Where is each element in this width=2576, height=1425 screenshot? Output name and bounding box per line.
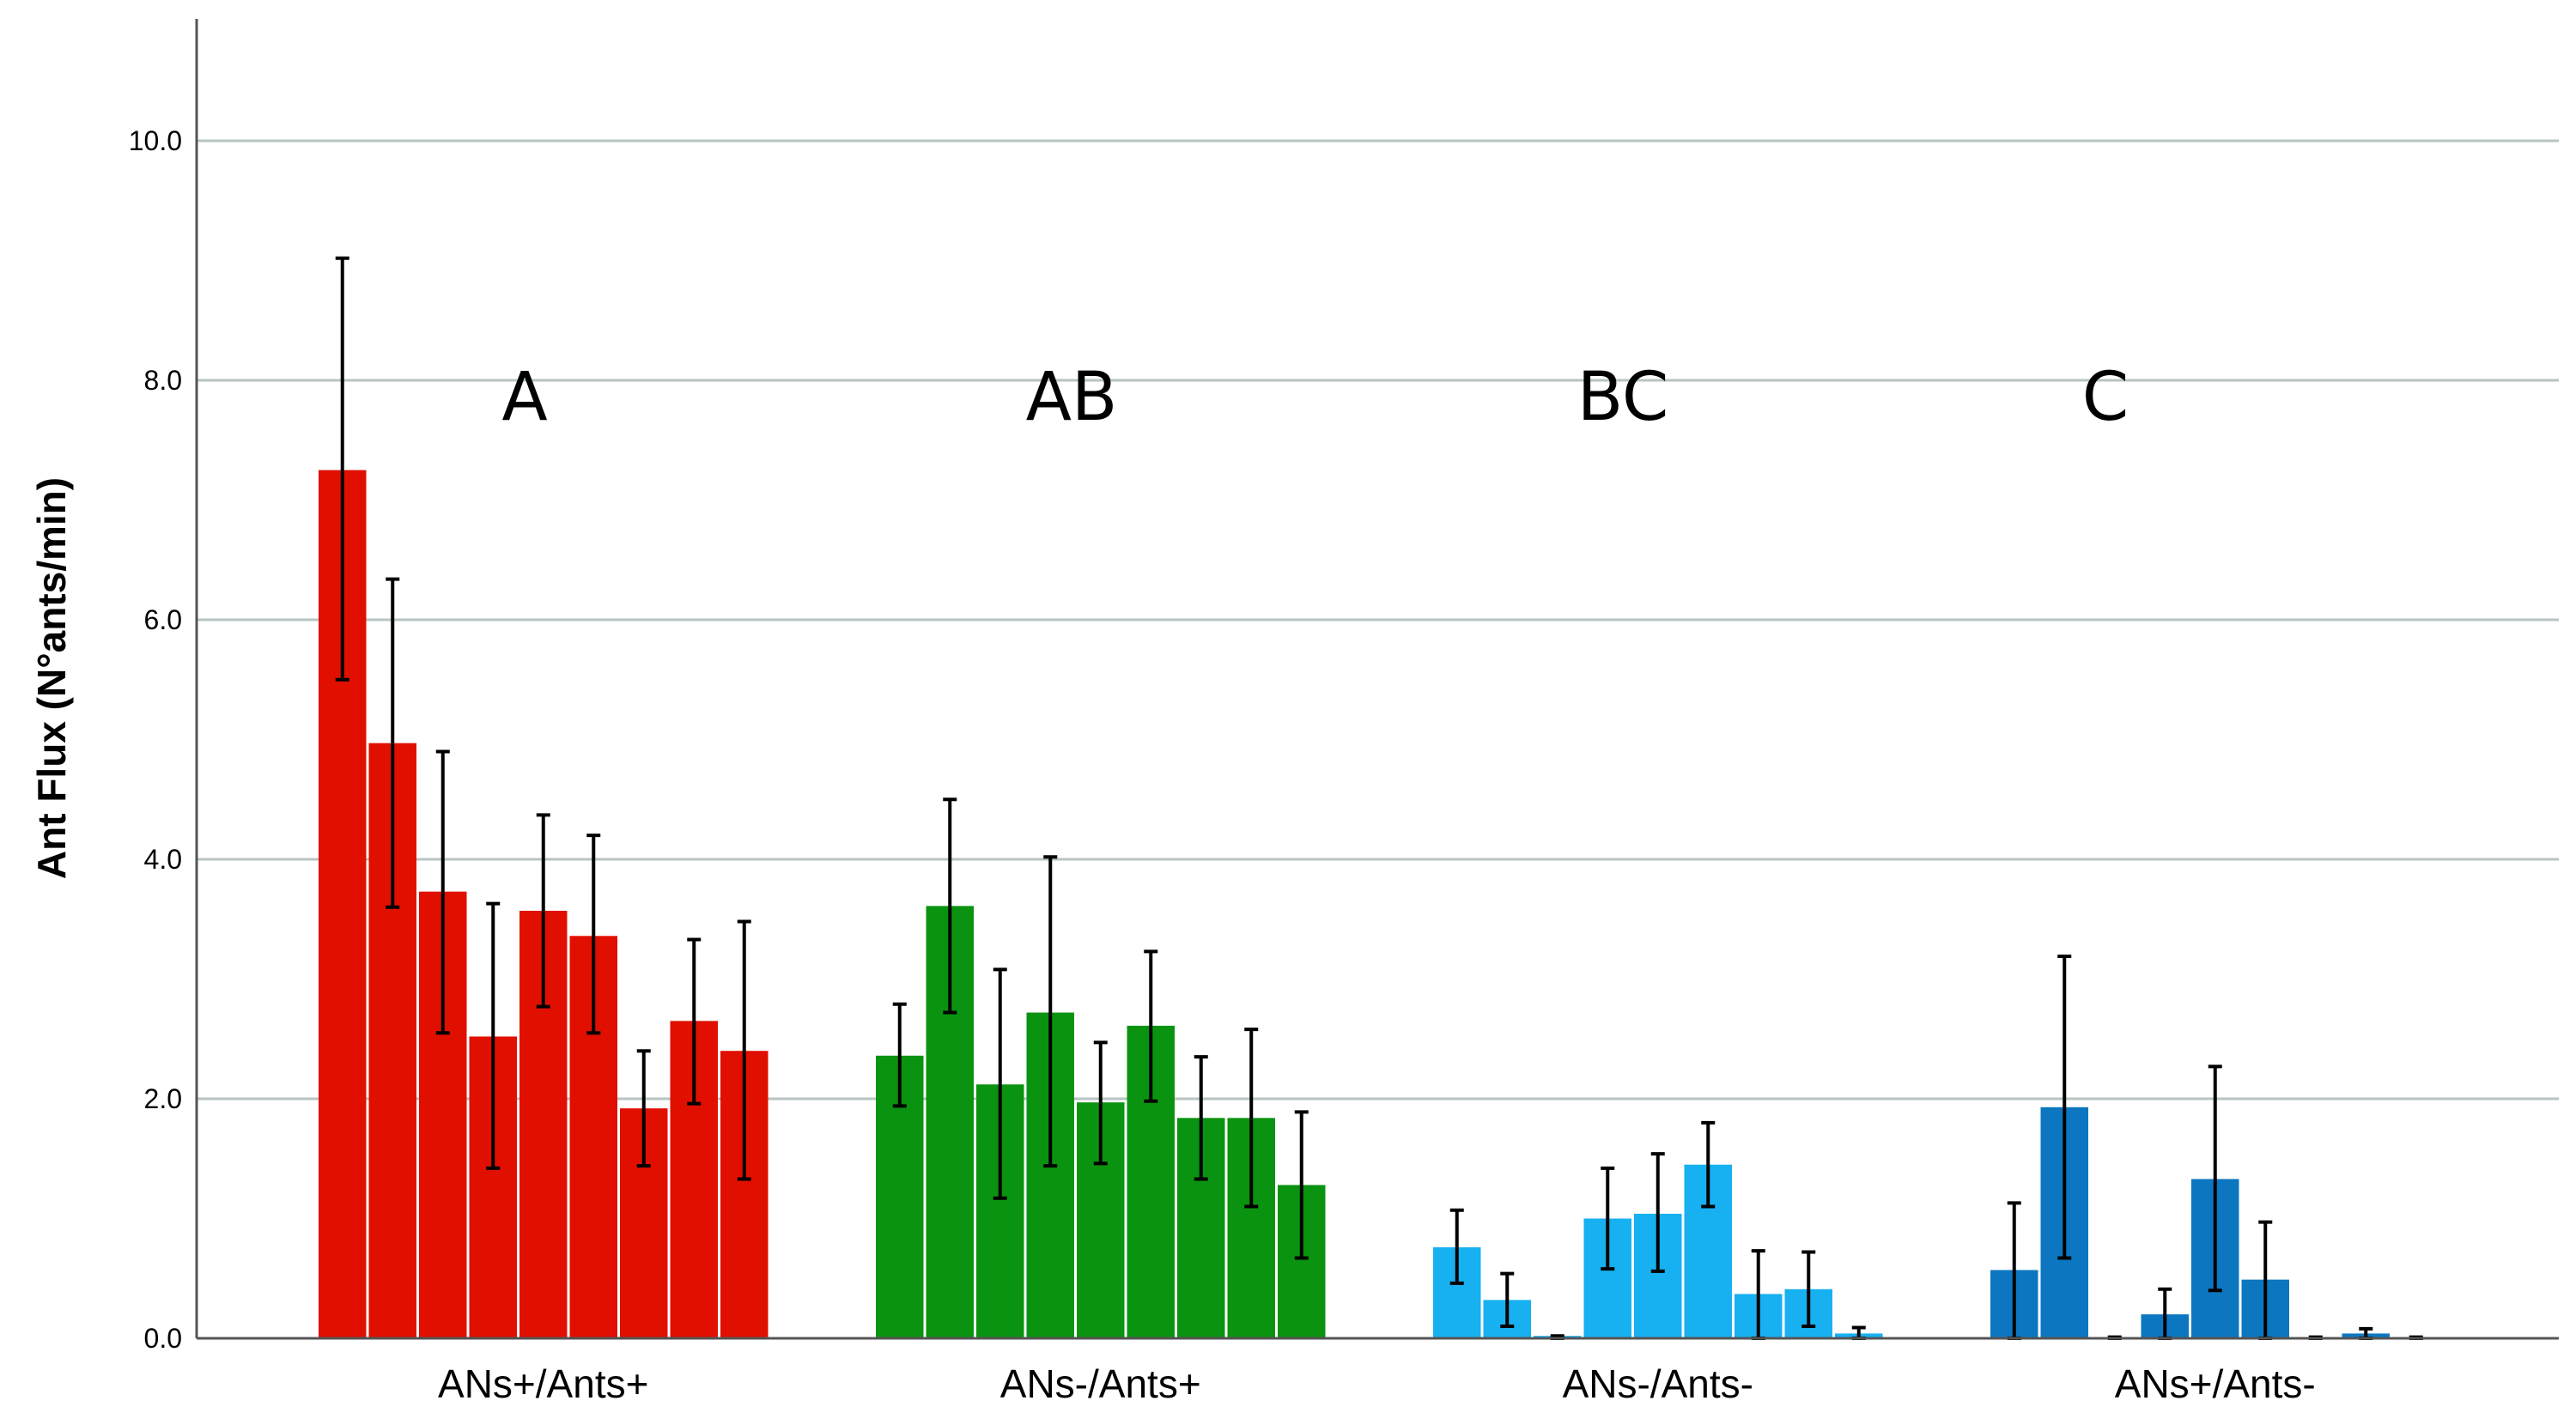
- category-labels: ANs+/Ants+ ANs-/Ants+ ANs-/Ants- ANs+/Ants-: [438, 1361, 2316, 1406]
- axes: [195, 19, 2559, 1340]
- category-label: ANs+/Ants+: [438, 1361, 648, 1406]
- y-tick-label: 6.0: [144, 604, 182, 635]
- y-axis-title: Ant Flux (N°ants/min): [29, 477, 74, 879]
- y-tick-label: 8.0: [144, 365, 182, 396]
- bars: [319, 470, 2440, 1338]
- significance-letter: AB: [1026, 359, 1118, 436]
- significance-letter: C: [2082, 359, 2129, 436]
- category-label: ANs+/Ants-: [2115, 1361, 2316, 1406]
- y-tick-label: 10.0: [129, 125, 182, 156]
- y-tick-label: 0.0: [144, 1323, 182, 1354]
- category-label: ANs-/Ants+: [1000, 1361, 1201, 1406]
- category-label: ANs-/Ants-: [1563, 1361, 1753, 1406]
- significance-letter: A: [501, 359, 547, 436]
- gridlines: [197, 139, 2559, 1101]
- significance-letters: A AB BC C: [501, 359, 2129, 436]
- significance-letter: BC: [1577, 359, 1669, 436]
- y-tick-labels: 0.0 2.0 4.0 6.0 8.0 10.0: [129, 125, 182, 1354]
- y-tick-label: 2.0: [144, 1083, 182, 1114]
- y-tick-label: 4.0: [144, 844, 182, 875]
